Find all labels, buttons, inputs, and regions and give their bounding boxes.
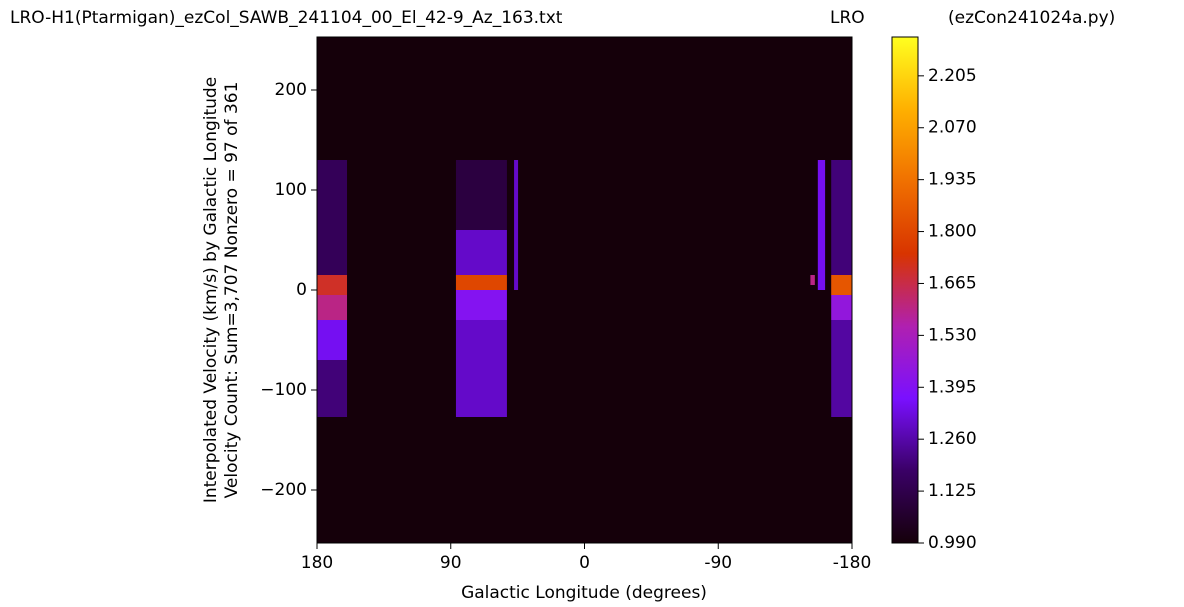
x-tick-label: 90: [440, 553, 462, 573]
heatmap-cell: [317, 320, 348, 360]
x-tick-label: 180: [301, 553, 333, 573]
colorbar: [891, 36, 919, 544]
heatmap-cell: [317, 275, 348, 295]
y-axis-label: Interpolated Velocity (km/s) by Galactic…: [201, 77, 221, 503]
x-axis-label: Galactic Longitude (degrees): [461, 583, 707, 603]
chart-title: LRO-H1(Ptarmigan)_ezCol_SAWB_241104_00_E…: [10, 8, 563, 28]
y-tick-label: −100: [260, 380, 307, 400]
heatmap-cell: [817, 160, 826, 290]
heatmap-cell: [455, 160, 507, 230]
colorbar-tick-label: 1.125: [928, 481, 977, 501]
colorbar-tick-label: 1.935: [928, 170, 977, 190]
colorbar-tick-label: 1.530: [928, 325, 977, 345]
colorbar-tick-label: 2.070: [928, 118, 977, 138]
heatmap-cell: [317, 295, 348, 320]
colorbar-tick-label: 0.990: [928, 533, 977, 553]
heatmap-cell: [831, 295, 852, 320]
colorbar-tick-label: 1.665: [928, 273, 977, 293]
heatmap-cell: [831, 275, 852, 295]
colorbar-tick-label: 1.800: [928, 222, 977, 242]
chart-title-center: LRO: [830, 8, 865, 28]
heatmap-cell: [317, 360, 348, 417]
colorbar-tick-label: 1.260: [928, 429, 977, 449]
heatmap-cell: [317, 160, 348, 275]
heatmap-cell: [455, 320, 507, 417]
y-tick-label: 100: [275, 180, 307, 200]
heatmap-background: [317, 37, 852, 543]
y-tick-label: −200: [260, 480, 307, 500]
y-tick-label: 0: [296, 280, 307, 300]
heatmap-cell: [810, 275, 815, 285]
x-tick-label: -90: [704, 553, 732, 573]
heatmap-cell: [831, 160, 852, 275]
heatmap-cell: [831, 320, 852, 417]
heatmap-cell: [514, 160, 519, 290]
heatmap-cell: [455, 290, 507, 320]
x-tick-label: -180: [833, 553, 872, 573]
colorbar-tick-label: 1.395: [928, 377, 977, 397]
y-tick-label: 200: [275, 80, 307, 100]
heatmap-cell: [455, 275, 507, 290]
colorbar-tick-label: 2.205: [928, 66, 977, 86]
y-axis-label: Velocity Count: Sum=3,707 Nonzero = 97 o…: [222, 82, 242, 499]
chart-title-right: (ezCon241024a.py): [948, 8, 1115, 28]
x-tick-label: 0: [579, 553, 590, 573]
heatmap-cell: [455, 230, 507, 275]
